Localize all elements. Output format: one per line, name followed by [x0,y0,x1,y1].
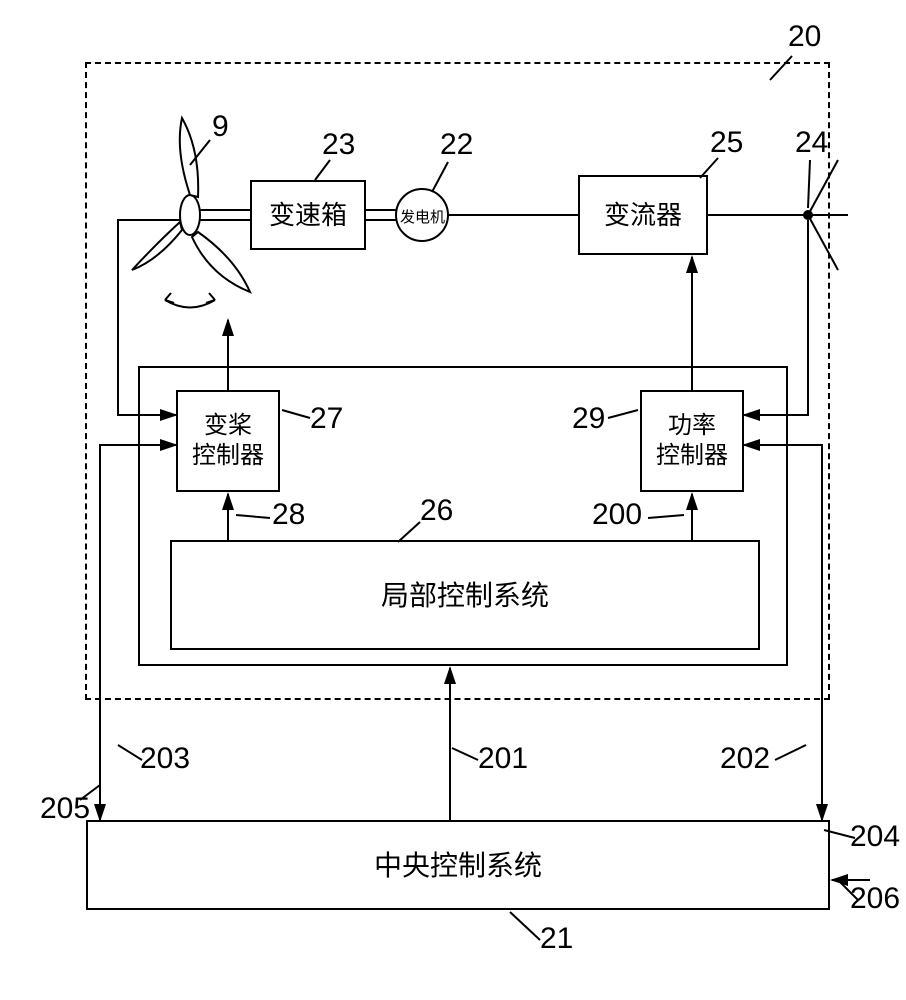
ref-28: 28 [272,498,305,532]
ref-205: 205 [40,792,90,826]
central-system-box: 中央控制系统 [86,820,830,910]
ref-21: 21 [540,922,573,956]
converter-box: 变流器 [578,175,708,255]
ref-25: 25 [710,126,743,160]
local-system-label: 局部控制系统 [381,578,549,613]
ref-203: 203 [140,742,190,776]
ref-202: 202 [720,742,770,776]
pitch-controller-label: 变桨 控制器 [192,411,264,471]
local-system-box: 局部控制系统 [170,540,760,650]
ref-201: 201 [478,742,528,776]
ref-23: 23 [322,128,355,162]
ref-26: 26 [420,494,453,528]
ref-9: 9 [212,110,229,144]
pitch-controller-box: 变桨 控制器 [176,390,280,492]
ref-29: 29 [572,402,605,436]
ref-24: 24 [795,126,828,160]
power-controller-label: 功率 控制器 [656,411,728,471]
gearbox-box: 变速箱 [250,180,366,250]
ref-204: 204 [850,820,900,854]
ref-206: 206 [850,882,900,916]
generator-label: 发电机 [400,206,445,227]
converter-label: 变流器 [604,199,682,232]
ref-20: 20 [788,20,821,54]
ref-200: 200 [592,498,642,532]
gearbox-label: 变速箱 [269,199,347,232]
ref-27: 27 [310,402,343,436]
power-controller-box: 功率 控制器 [640,390,744,492]
ref-22: 22 [440,128,473,162]
diagram-canvas: 变速箱 变流器 变桨 控制器 功率 控制器 局部控制系统 中央控制系统 [0,0,906,1000]
central-system-label: 中央控制系统 [374,848,542,883]
